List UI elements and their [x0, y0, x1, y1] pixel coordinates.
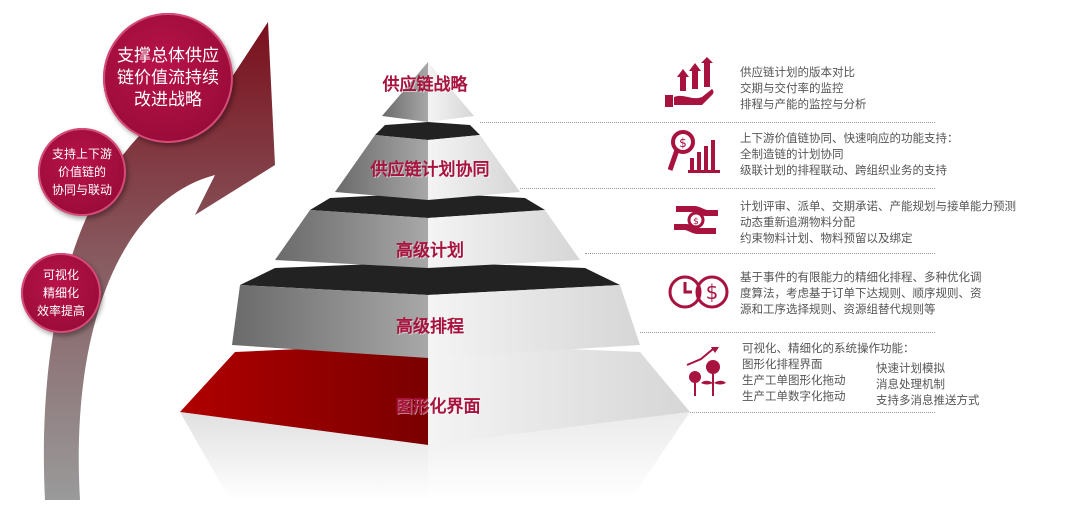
money-plant-growth-icon: [686, 347, 726, 396]
feature-item-scheduling: 基于事件的有限能力的精细化排程、多种优化调 度算法，考虑基于订单下达规则、顺序规…: [740, 270, 982, 316]
svg-text:$: $: [679, 136, 687, 150]
strategy-circle: 支撑总体供应 链价值流持续 改进战略: [103, 13, 233, 143]
tier-4-shape: [232, 262, 640, 358]
svg-text:$: $: [693, 217, 699, 227]
svg-text:$: $: [706, 280, 719, 304]
hand-growth-arrows-icon: [665, 57, 714, 107]
divider: [690, 412, 935, 413]
curved-arrow: [43, 22, 275, 500]
tier-label-graphical-interface: 图形化界面: [395, 397, 481, 417]
tier-label-advanced-scheduling: 高级排程: [396, 317, 464, 337]
feature-item-collaboration: 上下游价值链协同、快速响应的功能支持： 全制造链的计划协同 级联计划的排程联动、…: [740, 131, 959, 177]
tier-label-plan-collaboration: 供应链计划协同: [370, 160, 490, 180]
hands-exchange-icon: $: [674, 206, 718, 234]
tier-label-strategy: 供应链战略: [382, 75, 468, 95]
divider: [480, 122, 935, 123]
divider: [585, 253, 935, 254]
feature-item-advanced-planning: 计划评审、派单、交期承诺、产能规划与接单能力预测 动态重新追溯物料分配 约束物料…: [740, 199, 1016, 245]
tier-5-shape: [180, 343, 690, 500]
tier-3-shape: [275, 193, 580, 268]
tier-2-shape: [335, 122, 520, 200]
divider: [640, 332, 935, 333]
tier-label-advanced-planning: 高级计划: [396, 241, 464, 261]
tier-1-shape: [382, 62, 474, 122]
feature-item-graphical: 可视化、精细化的系统操作功能： 图形化排程界面 生产工单图形化拖动 生产工单数字…: [742, 341, 980, 407]
magnifier-dollar-chart-icon: $: [668, 130, 720, 173]
visualization-circle: 可视化 精细化 效率提高: [21, 253, 101, 333]
feature-item-strategy: 供应链计划的版本对比 交期与交付率的监控 排程与产能的监控与分析: [740, 65, 867, 111]
divider: [520, 188, 935, 189]
collaboration-circle: 支持上下游 价值链的 协同与联动: [38, 128, 126, 216]
clock-dollar-icon: $: [668, 275, 729, 309]
